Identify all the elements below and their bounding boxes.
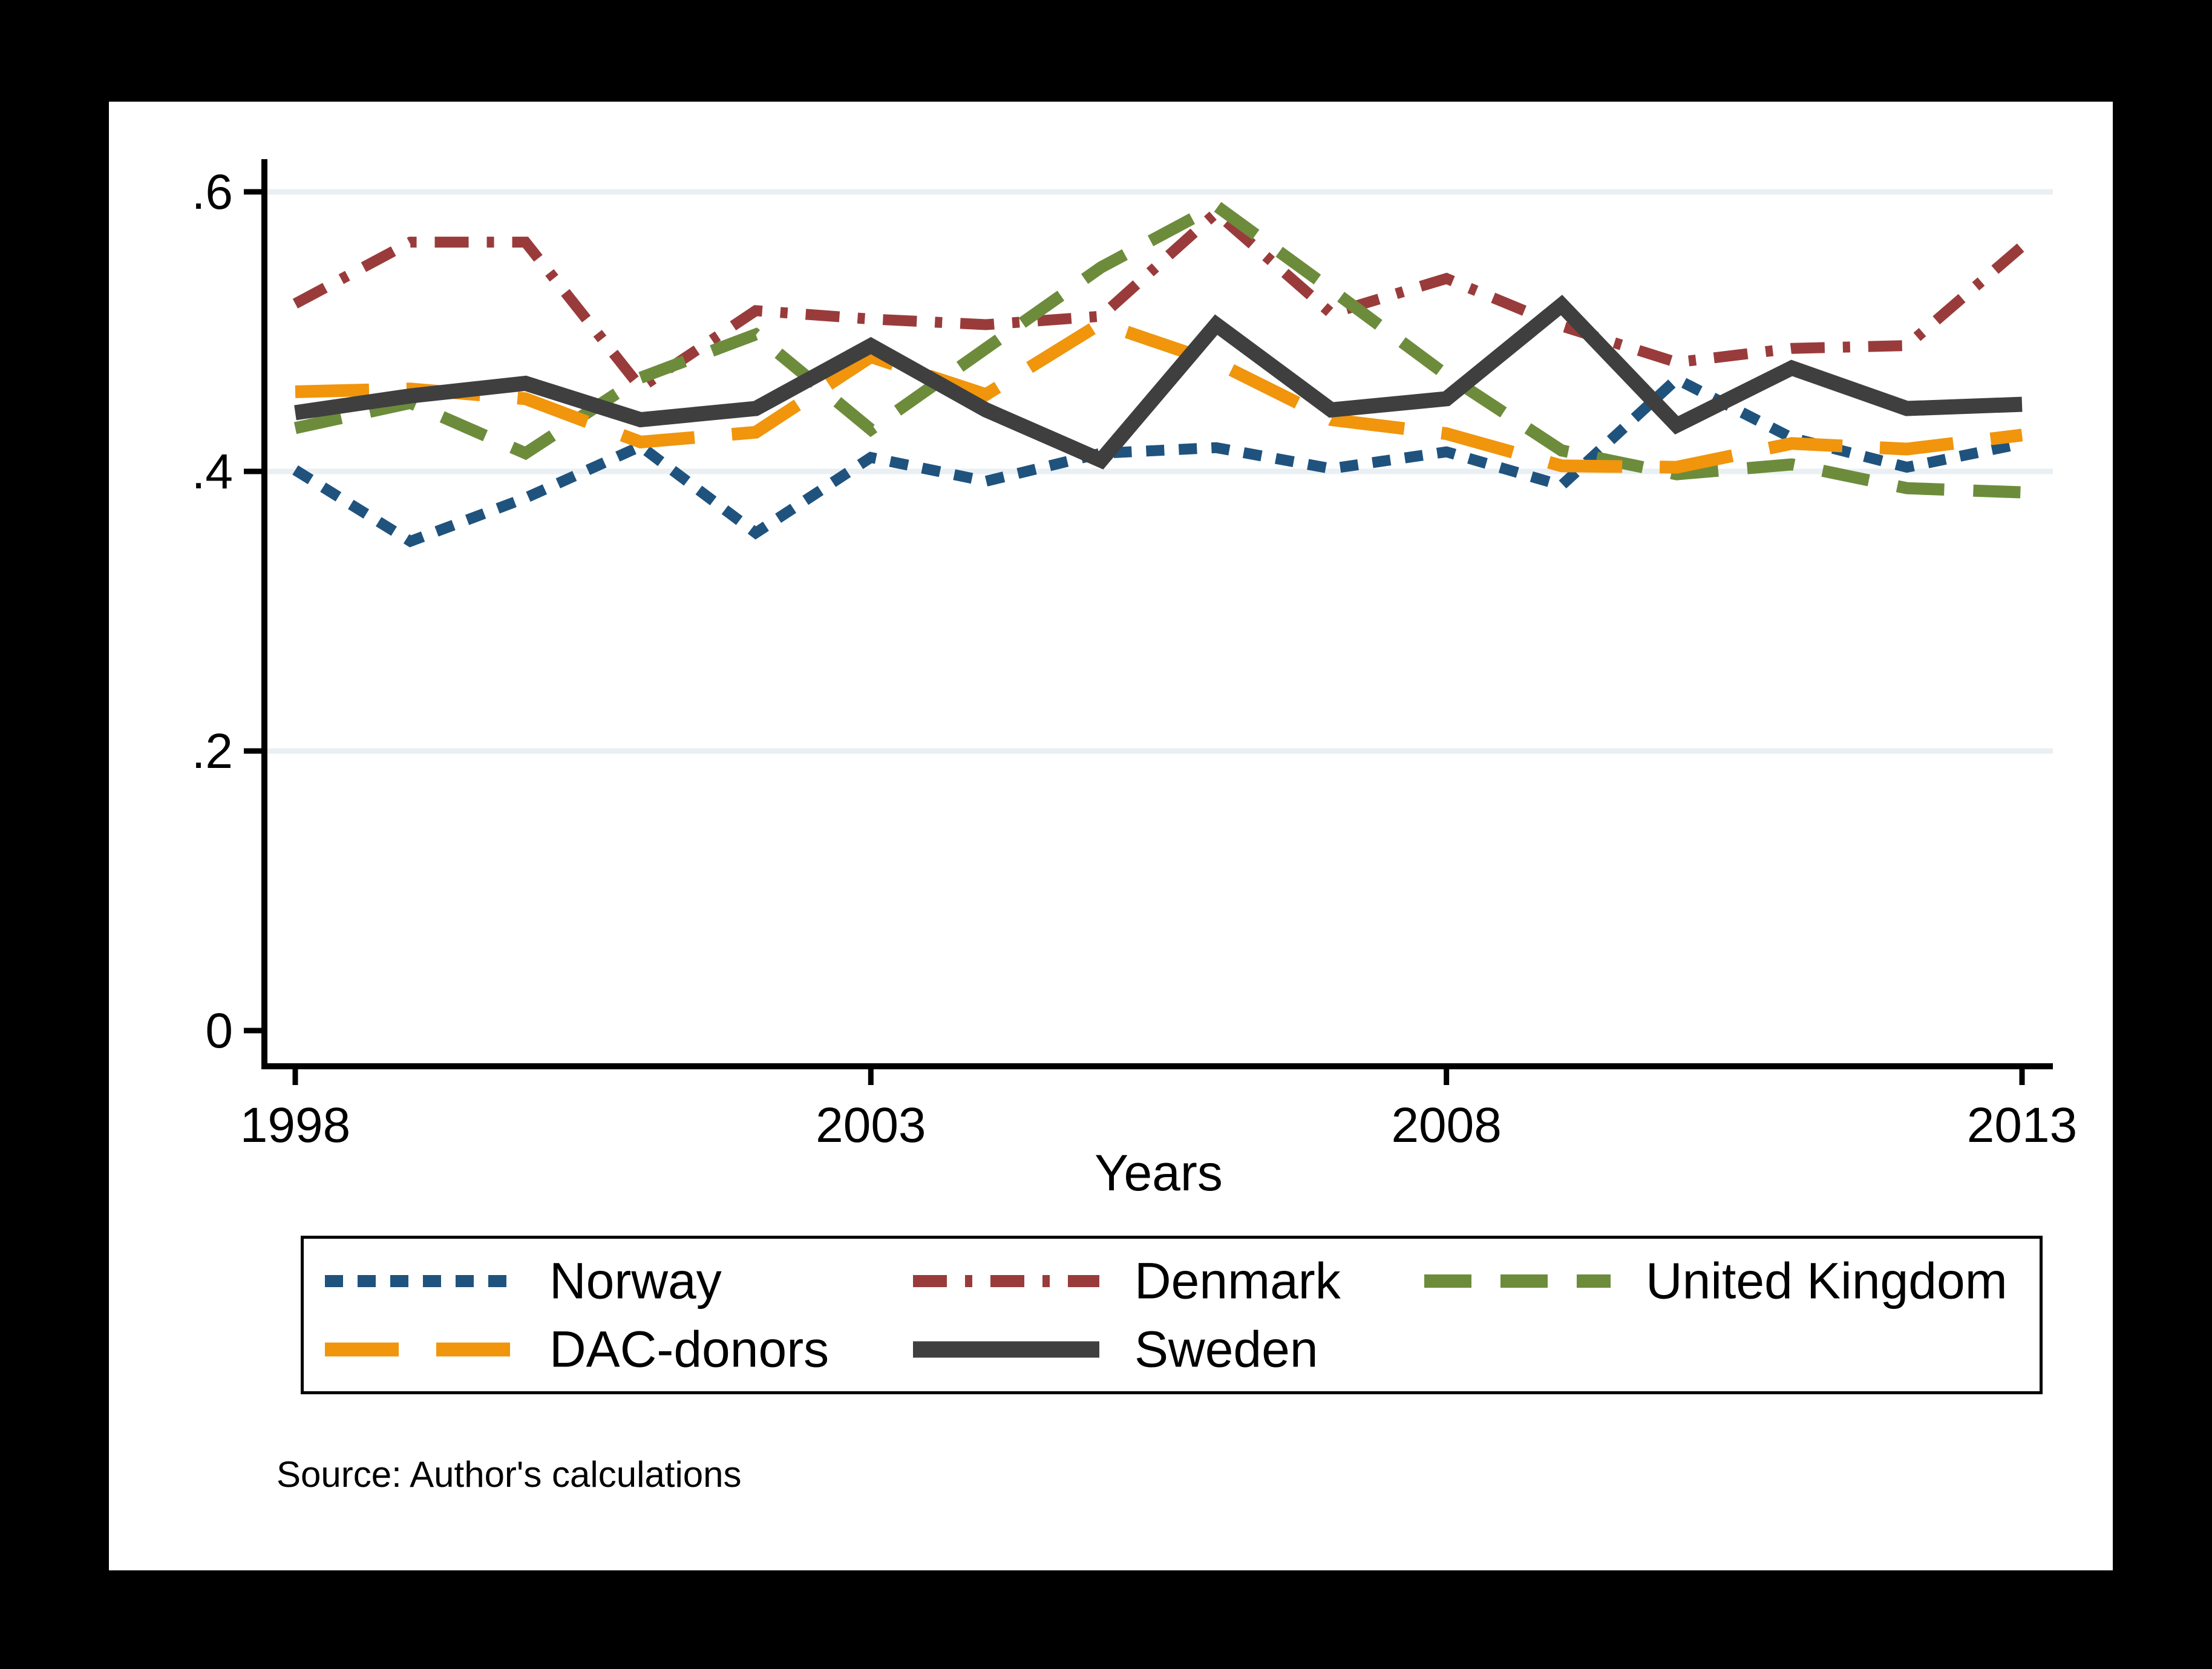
series-line-sweden bbox=[294, 295, 2023, 470]
x-tick-label-2003: 2003 bbox=[816, 1098, 926, 1153]
y-tick-label-.6: .6 bbox=[192, 165, 233, 220]
legend-label-norway: Norway bbox=[549, 1252, 722, 1310]
legend-label-united-kingdom: United Kingdom bbox=[1646, 1252, 2007, 1310]
legend-swatch-dac-donors bbox=[325, 1342, 511, 1357]
legend-swatch-united-kingdom bbox=[1424, 1274, 1611, 1288]
legend-label-denmark: Denmark bbox=[1134, 1252, 1341, 1310]
legend-swatch-norway bbox=[325, 1275, 511, 1287]
series-line-norway bbox=[292, 372, 2023, 548]
x-tick-label-2008: 2008 bbox=[1391, 1098, 1501, 1153]
legend-label-sweden: Sweden bbox=[1134, 1320, 1318, 1378]
x-axis-title: Years bbox=[1095, 1144, 1223, 1201]
y-tick-label-.4: .4 bbox=[192, 444, 233, 499]
y-tick-label-0: 0 bbox=[205, 1003, 233, 1058]
x-tick-label-2013: 2013 bbox=[1967, 1098, 2077, 1153]
legend-label-dac-donors: DAC-donors bbox=[549, 1320, 830, 1378]
source-note: Source: Author's calculations bbox=[276, 1454, 742, 1495]
legend-swatch-sweden bbox=[913, 1341, 1099, 1358]
legend: Norway Denmark United Kingdom DAC-donors Swe… bbox=[301, 1236, 2043, 1394]
series-line-dac-donors bbox=[295, 316, 2023, 474]
series-line-denmark bbox=[292, 205, 2026, 395]
y-tick-label-.2: .2 bbox=[192, 724, 233, 779]
x-tick-label-1998: 1998 bbox=[240, 1098, 350, 1153]
legend-swatch-denmark bbox=[913, 1275, 1099, 1287]
